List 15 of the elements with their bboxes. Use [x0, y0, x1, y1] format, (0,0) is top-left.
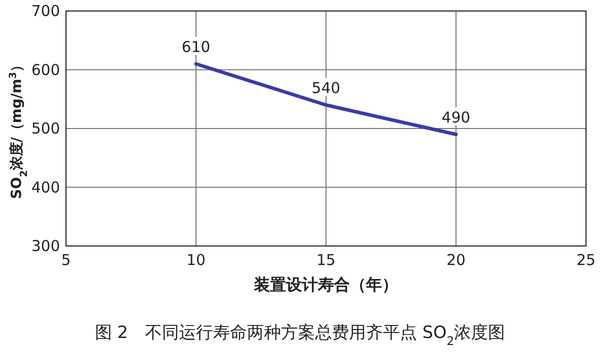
- y-tick-label: 300: [31, 237, 60, 255]
- x-axis-title: 装置设计寿合（年）: [253, 275, 398, 294]
- data-label: 490: [442, 108, 470, 126]
- x-tick-label: 20: [446, 251, 466, 269]
- data-label: 610: [182, 38, 210, 56]
- x-tick-label: 10: [186, 251, 206, 269]
- y-tick-label: 700: [31, 2, 60, 20]
- y-tick-label: 400: [31, 178, 60, 196]
- data-label: 540: [312, 79, 340, 97]
- x-tick-label: 5: [61, 251, 71, 269]
- x-tick-label: 15: [316, 251, 336, 269]
- text: 图 2 不同运行寿命两种方案总费用齐平点 SO$_{2}$浓度图: [94, 323, 506, 348]
- y-tick-label: 600: [31, 60, 60, 79]
- y-tick-label: 500: [31, 120, 60, 138]
- x-tick-label: 25: [576, 251, 596, 269]
